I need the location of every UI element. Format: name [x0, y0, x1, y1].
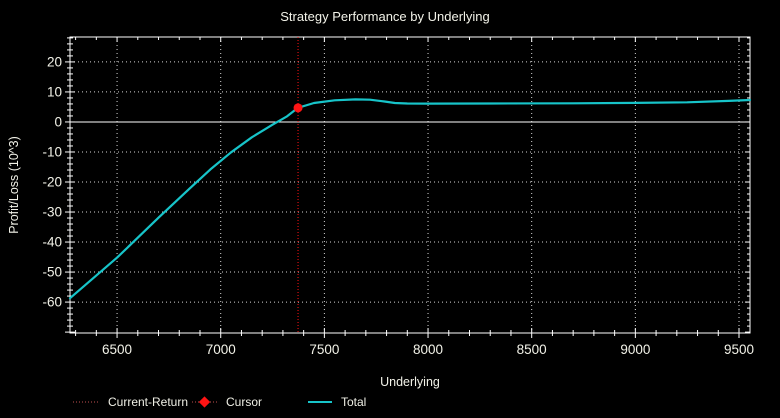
- y-tick-label: -40: [42, 235, 62, 250]
- x-tick-label: 9500: [724, 342, 754, 357]
- legend-label-current-return: Current-Return: [108, 395, 189, 409]
- y-tick-label: -30: [42, 205, 62, 220]
- legend-item-total: Total: [307, 392, 366, 412]
- x-tick-label: 8500: [517, 342, 547, 357]
- y-axis-label: Profit/Loss (10^3): [7, 136, 21, 234]
- y-tick-label: -10: [42, 144, 62, 159]
- x-tick-label: 9000: [620, 342, 650, 357]
- x-tick-label: 8000: [413, 342, 443, 357]
- legend-label-total: Total: [341, 395, 367, 409]
- y-tick-label: -50: [42, 265, 62, 280]
- plot-border: [69, 36, 751, 334]
- total-series-line: [68, 98, 752, 300]
- total-line-icon: [308, 401, 332, 403]
- y-tick-label: 20: [47, 54, 62, 69]
- current-return-dotted-line-icon: [73, 401, 99, 403]
- x-tick-label: 6500: [102, 342, 132, 357]
- y-tick-label: 0: [54, 114, 62, 129]
- legend-item-current-return: Current-Return: [72, 392, 188, 412]
- chart-title: Strategy Performance by Underlying: [280, 9, 490, 24]
- legend-item-cursor: Cursor: [191, 392, 262, 412]
- x-tick-label: 7500: [309, 342, 339, 357]
- x-tick-label: 7000: [206, 342, 236, 357]
- legend: Current-Return Cursor Total: [0, 392, 780, 414]
- cursor-diamond-icon: [192, 396, 217, 408]
- cursor-marker[interactable]: [293, 103, 303, 113]
- x-axis-label: Underlying: [380, 375, 440, 389]
- y-tick-label: -20: [42, 174, 62, 189]
- y-tick-label: -60: [42, 295, 62, 310]
- y-tick-label: 10: [47, 84, 62, 99]
- strategy-performance-chart: 6500 7000 7500 8000 8500 9000 9500 20 10 0 -10 -20 -…: [7, 9, 754, 389]
- legend-label-cursor: Cursor: [226, 395, 263, 409]
